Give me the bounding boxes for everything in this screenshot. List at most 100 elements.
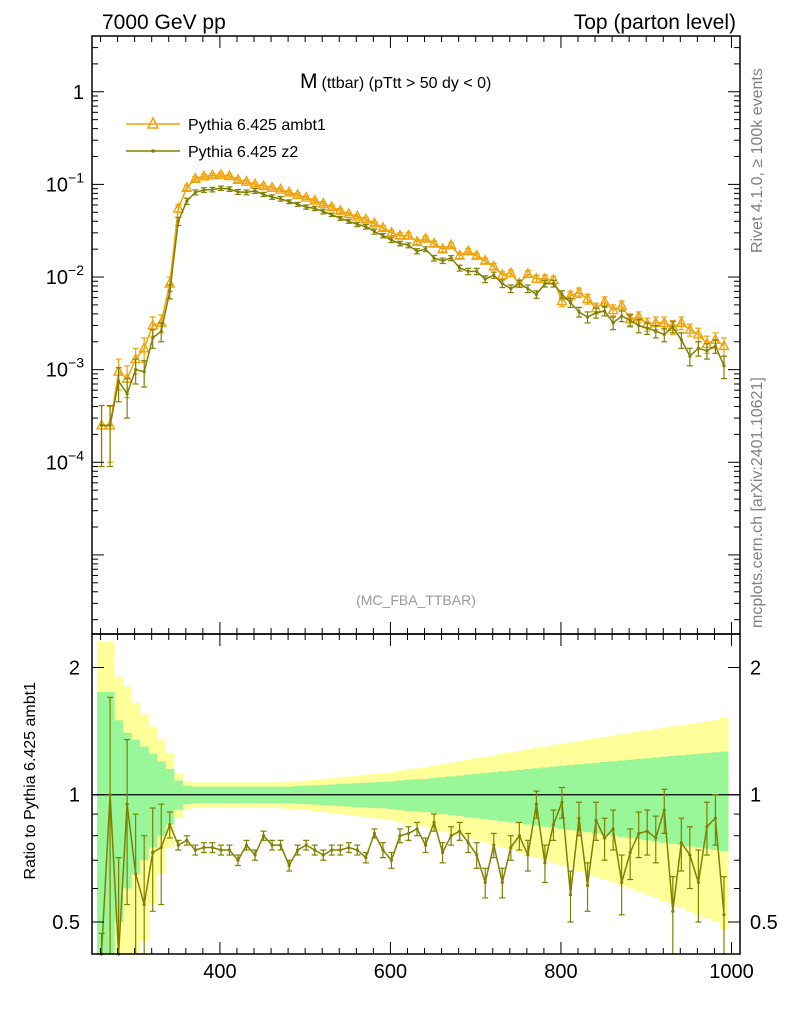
series-z2-point — [611, 321, 615, 325]
ratio-inner-band-segment — [455, 775, 465, 817]
ratio-series-z2-point — [628, 850, 632, 855]
header-process-label: Top (parton level) — [574, 11, 736, 34]
series-z2-point — [347, 219, 351, 223]
series-z2-point — [662, 332, 666, 337]
series-ambt1-point — [189, 172, 202, 183]
ratio-series-z2-point — [330, 848, 334, 852]
series-z2-point — [142, 370, 146, 374]
series-ambt1-point — [394, 229, 406, 240]
ratio-series-z2-point — [176, 843, 180, 847]
ratio-inner-band-segment — [514, 769, 524, 824]
ratio-series-z2-point — [458, 829, 462, 833]
main-y-tick-label: 10−3 — [46, 355, 84, 382]
series-ambt1-point — [573, 286, 585, 297]
ratio-series-z2-point — [159, 845, 163, 850]
series-ambt1-point — [453, 249, 466, 260]
header-energy-label: 7000 GeV pp — [102, 11, 226, 34]
main-y-tick-label: 1 — [73, 82, 84, 104]
series-z2-point — [492, 273, 496, 277]
series-ambt1-point — [385, 226, 398, 238]
ratio-series-z2-point — [696, 880, 700, 885]
ratio-inner-band-segment — [574, 764, 584, 832]
series-z2-point — [458, 266, 462, 270]
series-ambt1-point — [488, 259, 500, 271]
ratio-series-z2-point — [577, 816, 581, 820]
series-z2 — [98, 185, 727, 468]
series-z2-point — [381, 234, 385, 238]
main-y-tick-label-base: 1 — [73, 82, 84, 104]
ratio-series-z2-point — [398, 834, 402, 838]
series-z2-point — [261, 192, 266, 196]
ratio-inner-band-segment — [642, 758, 652, 841]
ratio-inner-band-segment — [668, 755, 678, 844]
analysis-watermark: (MC_FBA_TTBAR) — [356, 592, 476, 608]
ratio-series-z2-point — [168, 822, 172, 827]
series-ambt1-point — [479, 254, 491, 265]
ratio-inner-band-segment — [429, 778, 439, 814]
ratio-series-z2-point — [219, 848, 223, 852]
ratio-series-z2-point — [594, 818, 598, 822]
ratio-series-z2-point — [244, 843, 249, 847]
main-y-tick-label-base: 10 — [46, 452, 68, 474]
main-y-tick-label: 10−2 — [46, 262, 84, 289]
series-ambt1-point — [684, 323, 696, 334]
x-tick-label: 400 — [203, 961, 236, 983]
main-plot-panel: 110−110−210−310−4 M (ttbar) (pTtt > 50 dy… — [46, 35, 741, 635]
plot-title-main: M — [300, 70, 318, 93]
series-z2-point — [517, 281, 521, 286]
series-z2-point — [475, 269, 479, 274]
ratio-inner-band-segment — [497, 771, 507, 822]
ratio-series-z2-point — [534, 802, 538, 806]
x-tick-label: 800 — [544, 961, 577, 983]
series-ambt1-point — [198, 169, 210, 181]
main-y-tick-label-exponent: −1 — [68, 169, 84, 185]
series-z2-point — [543, 281, 547, 286]
series-z2-point — [722, 364, 726, 368]
series-ambt1-point — [266, 181, 278, 192]
ratio-series-z2-point — [671, 909, 675, 913]
ratio-series-z2-point — [125, 802, 129, 806]
series-z2-point — [270, 195, 274, 199]
series-z2-point — [423, 247, 428, 251]
series-ambt1-point — [505, 266, 517, 278]
series-z2-point — [406, 243, 411, 247]
series-z2-point — [338, 216, 342, 220]
ratio-series-z2-point — [304, 843, 308, 847]
ratio-inner-band-segment — [506, 770, 516, 823]
ratio-inner-band-segment — [139, 746, 149, 861]
ratio-inner-band-segment — [608, 761, 618, 836]
ratio-series-z2-point — [688, 853, 692, 857]
ratio-inner-band-segment — [480, 773, 490, 820]
series-z2-point — [603, 309, 607, 313]
ratio-inner-band-segment — [438, 777, 448, 815]
main-y-tick-label-base: 10 — [46, 360, 68, 382]
series-ambt1-point — [343, 207, 355, 219]
ratio-inner-band-segment — [600, 762, 610, 835]
ratio-inner-band-segment — [97, 691, 107, 954]
series-z2-point — [125, 392, 129, 396]
plot-title-rest: (ttbar) (pTtt > 50 dy < 0) — [322, 75, 492, 92]
series-z2-point — [398, 241, 402, 246]
ratio-y-tick-label-left: 2 — [69, 657, 80, 679]
series-z2-point — [534, 292, 538, 296]
ratio-series-z2-point — [611, 827, 615, 831]
series-z2-point — [389, 238, 394, 242]
series-ambt1-point — [309, 194, 321, 205]
series-ambt1-point — [675, 316, 688, 328]
series-z2-point — [202, 188, 206, 192]
series-z2-point — [466, 269, 470, 274]
ratio-series-z2-point — [475, 853, 479, 857]
series-z2-point — [330, 213, 334, 217]
series-z2-point — [500, 281, 504, 286]
series-ambt1-point — [522, 267, 534, 279]
ratio-series-z2-point — [517, 834, 521, 838]
series-ambt1-point — [598, 295, 611, 307]
ratio-series-z2-point — [227, 848, 232, 852]
ratio-series-z2-point — [287, 863, 291, 868]
series-ambt1-point — [334, 204, 346, 215]
series-ambt1-point — [607, 303, 619, 315]
series-z2-point — [594, 311, 598, 315]
ratio-plot-panel: 2 2 1 1 0.5 0.5 400 600 800 1000 Ratio to Pythia… — [22, 633, 778, 983]
series-ambt1-point — [360, 212, 372, 224]
